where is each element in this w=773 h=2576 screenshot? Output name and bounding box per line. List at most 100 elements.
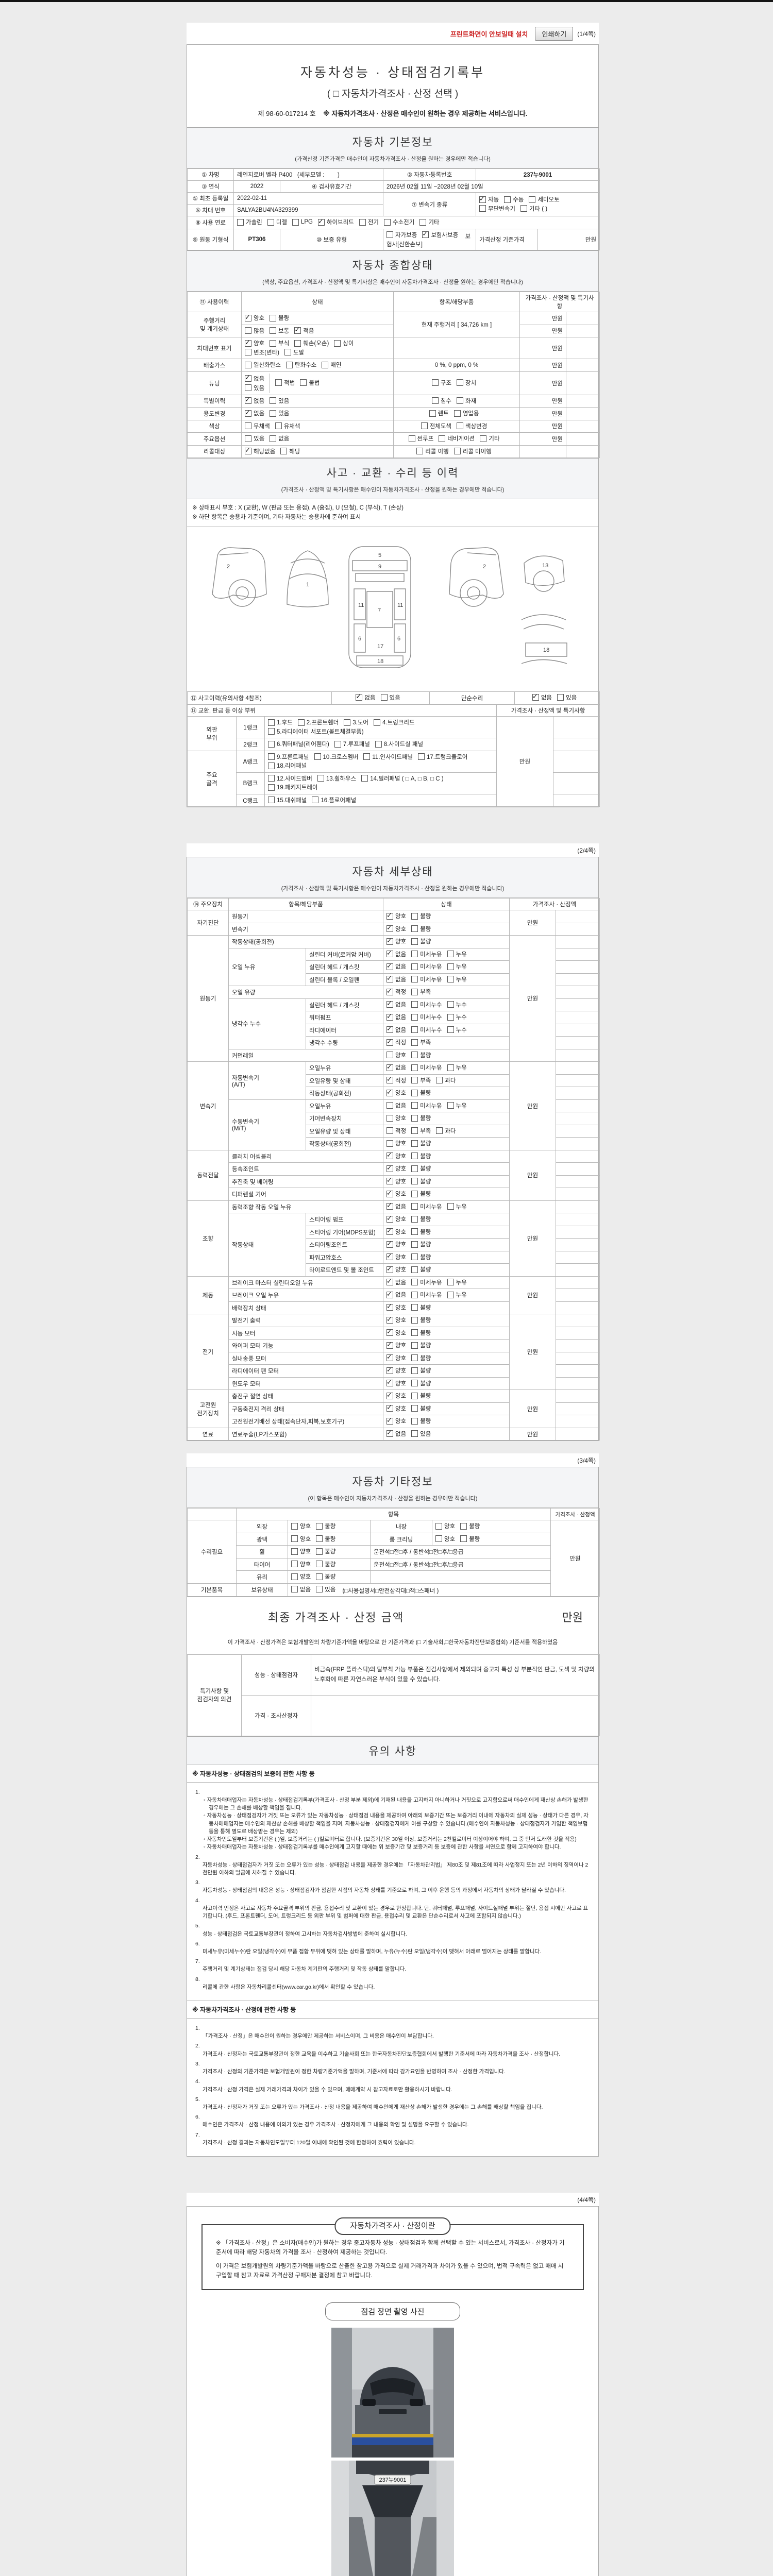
print-button[interactable]: 인쇄하기: [535, 26, 574, 41]
checkbox-icon[interactable]: [316, 1522, 323, 1530]
checkbox-option[interactable]: 양호: [386, 1391, 406, 1400]
checkbox-icon[interactable]: [447, 1001, 454, 1008]
checkbox-option[interactable]: 자가보증: [386, 231, 417, 239]
checkbox-option[interactable]: 장치: [457, 379, 476, 387]
checkbox-option[interactable]: 미세누유: [411, 1291, 442, 1299]
checkbox-option[interactable]: 양호: [386, 1353, 406, 1362]
checkbox-icon[interactable]: [447, 951, 454, 958]
checkbox-option[interactable]: 전체도색: [421, 422, 451, 430]
checkbox-icon[interactable]: [447, 1291, 454, 1298]
checkbox-option[interactable]: 화재: [457, 397, 476, 405]
checkbox-option[interactable]: 양호: [386, 1114, 406, 1122]
checkbox-checked-icon[interactable]: [386, 924, 393, 933]
checkbox-option[interactable]: 불량: [411, 937, 431, 945]
checkbox-option[interactable]: 없음: [386, 999, 406, 1009]
checkbox-option[interactable]: 불량: [316, 1547, 335, 1555]
checkbox-icon[interactable]: [411, 1153, 418, 1160]
checkbox-option[interactable]: LPG: [292, 218, 313, 226]
checkbox-option[interactable]: 양호: [386, 924, 406, 933]
checkbox-option[interactable]: 불량: [411, 1366, 431, 1375]
checkbox-option[interactable]: 불량: [411, 1265, 431, 1274]
checkbox-option[interactable]: 누유: [447, 975, 467, 984]
checkbox-checked-icon[interactable]: [386, 1214, 393, 1223]
checkbox-icon[interactable]: [322, 361, 329, 368]
checkbox-option[interactable]: 무채색: [245, 422, 270, 430]
checkbox-icon[interactable]: [411, 1329, 418, 1336]
checkbox-icon[interactable]: [291, 1522, 298, 1530]
checkbox-icon[interactable]: [245, 422, 251, 429]
checkbox-icon[interactable]: [411, 1241, 418, 1248]
checkbox-icon[interactable]: [268, 728, 275, 735]
checkbox-option[interactable]: 해당: [280, 447, 300, 455]
checkbox-option[interactable]: 양호: [386, 1189, 406, 1198]
checkbox-option[interactable]: 구조: [431, 379, 451, 387]
checkbox-icon[interactable]: [447, 1102, 454, 1109]
checkbox-checked-icon[interactable]: [386, 1088, 393, 1096]
checkbox-icon[interactable]: [504, 196, 511, 203]
checkbox-option[interactable]: 수소전기: [384, 218, 414, 226]
checkbox-option[interactable]: 불량: [411, 1139, 431, 1147]
checkbox-option[interactable]: 13.휠하우스: [317, 774, 356, 783]
checkbox-option[interactable]: 없음: [386, 1063, 406, 1072]
checkbox-icon[interactable]: [292, 218, 299, 226]
checkbox-icon[interactable]: [447, 1064, 454, 1071]
checkbox-icon[interactable]: [270, 314, 277, 321]
checkbox-checked-icon[interactable]: [386, 1189, 393, 1197]
checkbox-icon[interactable]: [267, 218, 274, 226]
checkbox-icon[interactable]: [361, 775, 368, 782]
checkbox-option[interactable]: 양호: [386, 1240, 406, 1248]
checkbox-checked-icon[interactable]: [386, 1240, 393, 1248]
checkbox-option[interactable]: 7.루프패널: [334, 740, 370, 748]
checkbox-icon[interactable]: [270, 397, 277, 404]
checkbox-option[interactable]: 불량: [316, 1522, 335, 1530]
checkbox-option[interactable]: 양호: [386, 1139, 406, 1147]
checkbox-icon[interactable]: [411, 1417, 418, 1425]
checkbox-option[interactable]: 미세누수: [411, 1001, 442, 1009]
checkbox-option[interactable]: 18.리어패널: [268, 761, 307, 770]
checkbox-icon[interactable]: [316, 1586, 323, 1593]
checkbox-icon[interactable]: [374, 719, 381, 726]
checkbox-checked-icon[interactable]: [386, 1252, 393, 1261]
checkbox-option[interactable]: 양호: [386, 1366, 406, 1375]
checkbox-icon[interactable]: [436, 1077, 443, 1084]
checkbox-checked-icon[interactable]: [386, 962, 393, 970]
checkbox-icon[interactable]: [529, 196, 536, 203]
checkbox-checked-icon[interactable]: [386, 1164, 393, 1172]
checkbox-icon[interactable]: [386, 231, 394, 238]
checkbox-icon[interactable]: [447, 963, 454, 970]
checkbox-option[interactable]: 양호: [386, 1151, 406, 1160]
checkbox-icon[interactable]: [316, 1548, 323, 1555]
checkbox-icon[interactable]: [312, 796, 319, 804]
checkbox-icon[interactable]: [457, 397, 463, 404]
checkbox-icon[interactable]: [297, 719, 305, 726]
checkbox-checked-icon[interactable]: [532, 692, 539, 701]
checkbox-option[interactable]: 불량: [460, 1535, 480, 1543]
checkbox-option[interactable]: 불량: [270, 314, 289, 322]
checkbox-option[interactable]: 기타: [480, 434, 499, 443]
checkbox-option[interactable]: 하이브리드: [317, 217, 354, 226]
checkbox-option[interactable]: 보험사보증: [422, 230, 458, 239]
checkbox-icon[interactable]: [245, 435, 251, 442]
checkbox-option[interactable]: 부족: [411, 1038, 431, 1046]
checkbox-option[interactable]: 10.크로스멤버: [314, 753, 358, 761]
checkbox-option[interactable]: 부식: [270, 339, 289, 347]
checkbox-icon[interactable]: [411, 1291, 418, 1298]
checkbox-option[interactable]: 양호: [386, 1378, 406, 1387]
checkbox-icon[interactable]: [411, 1279, 418, 1286]
checkbox-icon[interactable]: [411, 1039, 418, 1046]
checkbox-icon[interactable]: [268, 753, 275, 760]
checkbox-icon[interactable]: [275, 422, 282, 429]
checkbox-checked-icon[interactable]: [386, 1378, 393, 1387]
checkbox-checked-icon[interactable]: [386, 1302, 393, 1311]
checkbox-icon[interactable]: [291, 1548, 298, 1555]
checkbox-icon[interactable]: [411, 976, 418, 983]
checkbox-icon[interactable]: [411, 963, 418, 970]
checkbox-option[interactable]: 없음: [386, 1101, 406, 1110]
checkbox-icon[interactable]: [480, 435, 487, 442]
checkbox-icon[interactable]: [411, 1178, 418, 1185]
checkbox-icon[interactable]: [317, 775, 324, 782]
checkbox-option[interactable]: 있음: [316, 1585, 335, 1594]
checkbox-icon[interactable]: [418, 753, 425, 760]
checkbox-option[interactable]: 양호: [386, 1164, 406, 1173]
checkbox-option[interactable]: 16.플로어패널: [312, 796, 356, 804]
